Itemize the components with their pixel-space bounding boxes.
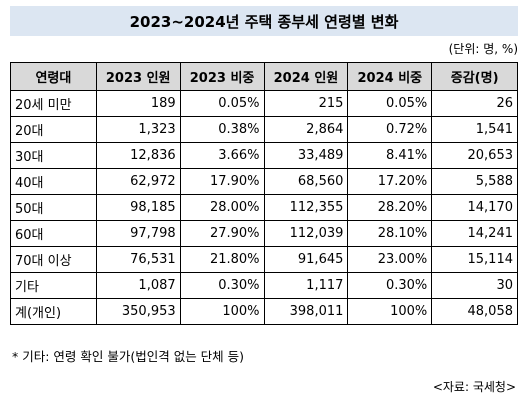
change-cell: 14,241 <box>431 220 518 247</box>
share-2023-cell: 3.66% <box>179 142 265 169</box>
count-2024-cell: 112,355 <box>263 194 349 221</box>
table-row: 20세 미만 189 0.05% 215 0.05% 26 <box>10 90 518 117</box>
header-2024-share: 2024 비중 <box>347 62 433 91</box>
count-2024-cell: 91,645 <box>263 246 349 273</box>
change-cell: 15,114 <box>431 246 518 273</box>
footnote: * 기타: 연령 확인 불가(법인격 없는 단체 등) <box>12 349 245 364</box>
count-2023-cell: 12,836 <box>95 142 181 169</box>
change-cell: 26 <box>431 90 518 117</box>
table-row: 20대 1,323 0.38% 2,864 0.72% 1,541 <box>10 116 518 143</box>
age-group-cell: 60대 <box>10 220 97 247</box>
age-group-cell: 20대 <box>10 116 97 143</box>
age-group-cell: 30대 <box>10 142 97 169</box>
share-2024-cell: 17.20% <box>347 168 433 195</box>
share-2023-cell: 0.05% <box>179 90 265 117</box>
change-cell: 20,653 <box>431 142 518 169</box>
count-2024-cell: 68,560 <box>263 168 349 195</box>
share-2023-cell: 28.00% <box>179 194 265 221</box>
count-2023-cell: 350,953 <box>95 298 181 325</box>
age-group-cell: 20세 미만 <box>10 90 97 117</box>
age-group-cell: 40대 <box>10 168 97 195</box>
share-2024-cell: 0.72% <box>347 116 433 143</box>
share-2024-cell: 8.41% <box>347 142 433 169</box>
change-cell: 1,541 <box>431 116 518 143</box>
header-change: 증감(명) <box>431 62 518 91</box>
share-2023-cell: 27.90% <box>179 220 265 247</box>
table-row: 계(개인) 350,953 100% 398,011 100% 48,058 <box>10 298 518 325</box>
change-cell: 5,588 <box>431 168 518 195</box>
table-row: 60대 97,798 27.90% 112,039 28.10% 14,241 <box>10 220 518 247</box>
count-2023-cell: 1,323 <box>95 116 181 143</box>
change-cell: 14,170 <box>431 194 518 221</box>
share-2024-cell: 0.05% <box>347 90 433 117</box>
share-2023-cell: 0.38% <box>179 116 265 143</box>
age-group-cell: 50대 <box>10 194 97 221</box>
share-2023-cell: 17.90% <box>179 168 265 195</box>
count-2024-cell: 2,864 <box>263 116 349 143</box>
share-2023-cell: 100% <box>179 298 265 325</box>
change-cell: 48,058 <box>431 298 518 325</box>
count-2024-cell: 33,489 <box>263 142 349 169</box>
age-group-cell: 계(개인) <box>10 298 97 325</box>
table-body: 20세 미만 189 0.05% 215 0.05% 26 20대 1,323 0.38% 2,8… <box>10 90 518 325</box>
count-2024-cell: 112,039 <box>263 220 349 247</box>
table-title: 2023~2024년 주택 종부세 연령별 변화 <box>10 6 518 36</box>
source-label: <자료: 국세청> <box>432 380 516 394</box>
table-row: 40대 62,972 17.90% 68,560 17.20% 5,588 <box>10 168 518 195</box>
table-row: 70대 이상 76,531 21.80% 91,645 23.00% 15,114 <box>10 246 518 273</box>
share-2024-cell: 28.20% <box>347 194 433 221</box>
share-2024-cell: 23.00% <box>347 246 433 273</box>
table-row: 50대 98,185 28.00% 112,355 28.20% 14,170 <box>10 194 518 221</box>
share-2024-cell: 0.30% <box>347 272 433 299</box>
table-row: 30대 12,836 3.66% 33,489 8.41% 20,653 <box>10 142 518 169</box>
change-cell: 30 <box>431 272 518 299</box>
count-2023-cell: 1,087 <box>95 272 181 299</box>
header-2023-count: 2023 인원 <box>95 62 181 91</box>
unit-label: (단위: 명, %) <box>448 42 518 56</box>
header-2023-share: 2023 비중 <box>179 62 265 91</box>
header-row: 연령대 2023 인원 2023 비중 2024 인원 2024 비중 증감(명… <box>10 62 518 91</box>
count-2023-cell: 189 <box>95 90 181 117</box>
count-2024-cell: 398,011 <box>263 298 349 325</box>
share-2023-cell: 21.80% <box>179 246 265 273</box>
count-2024-cell: 215 <box>263 90 349 117</box>
count-2023-cell: 97,798 <box>95 220 181 247</box>
table-row: 기타 1,087 0.30% 1,117 0.30% 30 <box>10 272 518 299</box>
age-group-cell: 70대 이상 <box>10 246 97 273</box>
share-2023-cell: 0.30% <box>179 272 265 299</box>
age-table: 연령대 2023 인원 2023 비중 2024 인원 2024 비중 증감(명… <box>10 62 518 325</box>
share-2024-cell: 100% <box>347 298 433 325</box>
header-age-group: 연령대 <box>10 62 97 91</box>
age-group-cell: 기타 <box>10 272 97 299</box>
count-2024-cell: 1,117 <box>263 272 349 299</box>
count-2023-cell: 62,972 <box>95 168 181 195</box>
count-2023-cell: 98,185 <box>95 194 181 221</box>
header-2024-count: 2024 인원 <box>263 62 349 91</box>
share-2024-cell: 28.10% <box>347 220 433 247</box>
count-2023-cell: 76,531 <box>95 246 181 273</box>
